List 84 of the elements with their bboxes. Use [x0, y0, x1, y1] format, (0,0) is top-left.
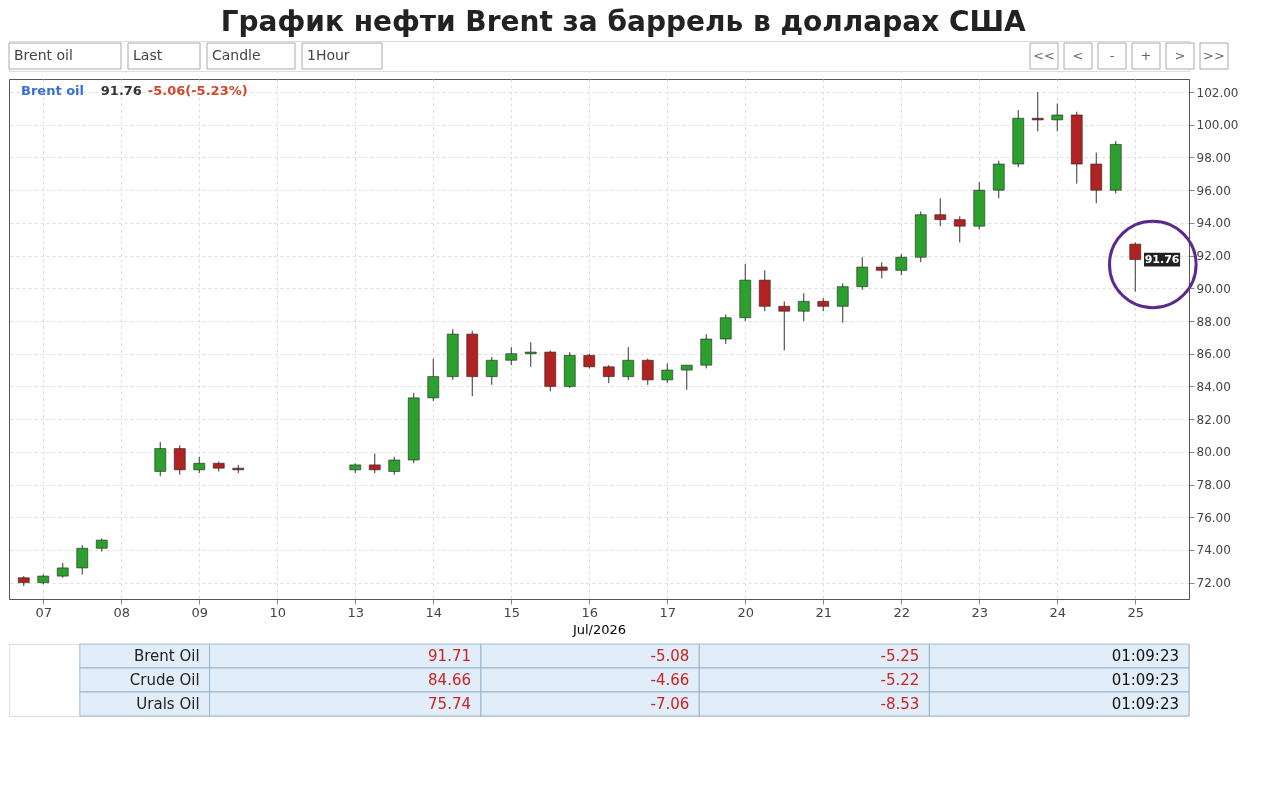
text: 84.66: [428, 671, 471, 689]
text: Urals Oil: [136, 695, 200, 713]
candlestick: [778, 300, 791, 351]
x-tick-label: 13: [347, 604, 365, 620]
text: -4.66: [650, 671, 690, 689]
y-tick-label: 82.00: [1196, 412, 1231, 427]
x-tick-label: 17: [659, 604, 677, 620]
candlestick: [1051, 103, 1064, 132]
x-tick-label: 09: [191, 604, 209, 620]
annotation: -5.06(-5.23%): [147, 83, 248, 98]
x-tick-label: 20: [737, 604, 755, 620]
y-tick-label: 92.00: [1196, 249, 1231, 264]
y-tick-label: 80.00: [1196, 445, 1231, 460]
x-tick-label: 07: [35, 604, 53, 620]
text: Brent oil: [14, 47, 73, 63]
annotation: 91.76: [100, 83, 142, 98]
candlestick: [1031, 91, 1044, 132]
candlestick: [953, 215, 966, 244]
text: <: [1072, 48, 1084, 63]
text: Crude Oil: [129, 671, 200, 689]
x-tick-label: 16: [581, 604, 599, 620]
text: >: [1174, 48, 1186, 63]
x-tick-label: 23: [971, 604, 989, 620]
candlestick: [719, 313, 732, 345]
text: 01:09:23: [1111, 695, 1179, 713]
y-tick-label: 78.00: [1196, 478, 1231, 493]
candlestick: [836, 282, 849, 324]
candlestick: [173, 444, 186, 476]
text: <<: [1033, 48, 1055, 63]
y-tick-label: 76.00: [1196, 510, 1231, 525]
y-tick-label: 102.00: [1196, 85, 1239, 100]
y-tick-label: 74.00: [1196, 543, 1231, 558]
text: -8.53: [880, 695, 920, 713]
y-tick-label: 86.00: [1196, 347, 1231, 362]
candlestick: [856, 256, 869, 291]
text: 91.71: [428, 647, 471, 665]
y-tick-label: 90.00: [1196, 281, 1231, 296]
y-tick-label: 84.00: [1196, 379, 1231, 394]
candlestick: [76, 544, 89, 575]
x-tick-label: 24: [1049, 604, 1067, 620]
annotation: 91.76: [1144, 252, 1180, 266]
text: Brent Oil: [133, 647, 200, 665]
text: 01:09:23: [1111, 647, 1179, 665]
candlestick: [680, 364, 693, 391]
x-tick-label: 15: [503, 604, 521, 620]
text: Candle: [212, 47, 261, 63]
text: 1Hour: [307, 47, 350, 63]
text: 01:09:23: [1111, 671, 1179, 689]
x-tick-label: 08: [113, 604, 131, 620]
x-tick-label: 22: [893, 604, 911, 620]
candlestick: [485, 356, 498, 386]
text: -5.22: [880, 671, 920, 689]
text: Last: [133, 47, 163, 63]
text: -: [1109, 48, 1115, 63]
y-tick-label: 98.00: [1196, 150, 1231, 165]
chart-title: График нефти Brent за баррель в долларах США: [220, 4, 1027, 38]
text: +: [1140, 48, 1152, 63]
candlestick: [895, 253, 908, 276]
x-tick-label: 14: [425, 604, 443, 620]
annotation: Brent oil: [21, 83, 84, 98]
y-tick-label: 88.00: [1196, 314, 1231, 329]
candlestick: [524, 341, 537, 368]
y-tick-label: 94.00: [1196, 216, 1231, 231]
candlestick: [797, 292, 810, 322]
candlestick: [641, 358, 654, 386]
candlestick: [427, 358, 440, 402]
y-tick-label: 72.00: [1196, 576, 1231, 591]
candlestick: [368, 452, 381, 474]
x-tick-label: 10: [269, 604, 287, 620]
candlestick: [622, 346, 635, 381]
text: -5.08: [650, 647, 690, 665]
candlestick: [1129, 242, 1142, 293]
candlestick: [154, 441, 167, 477]
text: -5.25: [880, 647, 920, 665]
text: -7.06: [650, 695, 690, 713]
x-tick-label: 21: [815, 604, 833, 620]
x-axis-title: Jul/2026: [571, 621, 627, 637]
y-tick-label: 100.00: [1196, 118, 1239, 133]
candlestick: [934, 197, 947, 227]
x-tick-label: 25: [1127, 604, 1145, 620]
y-tick-label: 96.00: [1196, 183, 1231, 198]
candlestick: [661, 363, 674, 384]
text: 75.74: [428, 695, 471, 713]
text: >>: [1203, 48, 1225, 63]
